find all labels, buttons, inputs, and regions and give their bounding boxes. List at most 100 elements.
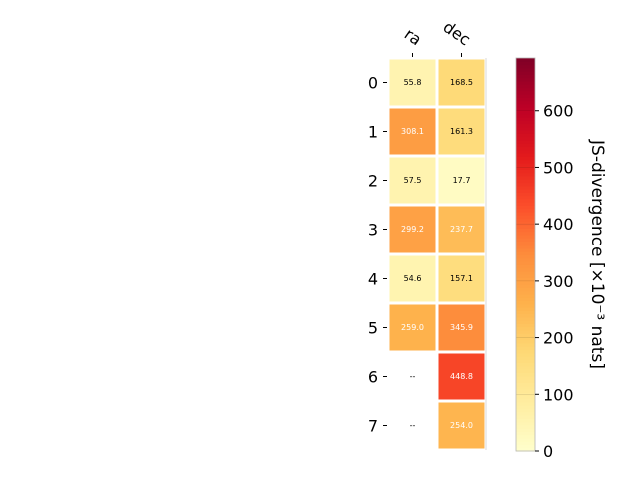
colorbar-segment (516, 208, 535, 213)
cell-value-label: 17.7 (453, 176, 471, 185)
colorbar-segment (516, 283, 535, 288)
colorbar-segment (516, 313, 535, 318)
colorbar-segment (516, 270, 535, 275)
cell-value-label: 237.7 (450, 225, 473, 234)
heatmap-cell (438, 304, 485, 351)
colorbar-tick-label: 600 (543, 102, 574, 121)
colorbar-segment (516, 369, 535, 373)
colorbar-segment (516, 303, 535, 308)
colorbar-segment (516, 405, 535, 410)
heatmap-cells: 55.8 168.5 308.1 161.3 57.5 17.7 299.2 237.7 54.… (389, 58, 487, 450)
colorbar-segment (516, 202, 535, 206)
colorbar-segment (516, 411, 535, 416)
cell-value-label: 345.9 (450, 323, 473, 332)
colorbar-segment (516, 90, 535, 95)
heatmap-cell (389, 157, 436, 204)
colorbar-segment (516, 428, 535, 432)
colorbar-segment (516, 359, 535, 364)
cell-value-label: 259.0 (401, 323, 424, 332)
heatmap-cell (438, 206, 485, 253)
cell-value-label: 168.5 (450, 78, 473, 87)
colorbar-segment (516, 395, 535, 400)
colorbar-segment (516, 123, 535, 128)
cell-value-label: 299.2 (401, 225, 424, 234)
colorbar-segment (516, 261, 535, 265)
row-tick-label: 6 (368, 368, 378, 387)
colorbar-segment (516, 254, 535, 259)
heatmap-cell (438, 353, 485, 400)
row-tick-label: 7 (368, 417, 378, 436)
colorbar-segment (516, 120, 535, 125)
row-tick-label: 1 (368, 123, 378, 142)
colorbar-segment (516, 333, 535, 337)
colorbar-segment (516, 336, 535, 341)
colorbar-segment (516, 431, 535, 436)
colorbar: 0 100 200 300 400 500 600 JS-divergence [×10⁻³ … (515, 57, 607, 461)
colorbar-segment (516, 175, 535, 180)
colorbar-segment (516, 264, 535, 269)
colorbar-segment (516, 385, 535, 390)
cell-value-label: 55.8 (404, 78, 422, 87)
colorbar-segment (516, 323, 535, 328)
row-tick-label: 2 (368, 172, 378, 191)
heatmap-cell (389, 108, 436, 155)
colorbar-segment (516, 274, 535, 279)
cell-value-label: 254.0 (450, 421, 473, 430)
row-tick-label: 3 (368, 221, 378, 240)
cell-value-label: 448.8 (450, 372, 473, 381)
colorbar-segment (516, 107, 535, 111)
colorbar-segment (516, 297, 535, 301)
colorbar-segment (516, 408, 535, 413)
colorbar-segment (516, 80, 535, 85)
colorbar-segment (516, 58, 535, 62)
colorbar-segment (516, 316, 535, 321)
colorbar-tick-label: 0 (543, 442, 553, 461)
heatmap-cell (389, 255, 436, 302)
colorbar-segment (516, 251, 535, 256)
cell-value-label: -- (410, 372, 416, 381)
colorbar-segment (516, 362, 535, 367)
colorbar-segment (516, 352, 535, 357)
colorbar-segment (516, 277, 535, 282)
colorbar-segment (516, 156, 535, 161)
colorbar-segment (516, 346, 535, 351)
colorbar-segment (516, 434, 535, 439)
colorbar-segment (516, 234, 535, 239)
colorbar-segment (516, 444, 535, 449)
colorbar-segment (516, 103, 535, 108)
colorbar-segment (516, 326, 535, 331)
colorbar-segment (516, 228, 535, 233)
cell-value-label: 157.1 (450, 274, 473, 283)
colorbar-segment (516, 113, 535, 118)
colorbar-segment (516, 110, 535, 115)
cell-value-label: 57.5 (404, 176, 422, 185)
colorbar-segment (516, 133, 535, 138)
colorbar-segment (516, 198, 535, 203)
colorbar-segment (516, 172, 535, 177)
column-tick-label: dec (440, 17, 474, 49)
colorbar-segment (516, 221, 535, 226)
colorbar-segment (516, 169, 535, 174)
colorbar-segment (516, 61, 535, 66)
colorbar-segment (516, 414, 535, 419)
colorbar-segment (516, 139, 535, 144)
row-tick-labels: 0 1 2 3 4 5 6 7 (368, 74, 387, 436)
heatmap-cell (389, 402, 436, 449)
heatmap-cell (389, 304, 436, 351)
heatmap-cell (438, 157, 485, 204)
colorbar-segment (516, 84, 535, 89)
colorbar-segment (516, 388, 535, 393)
colorbar-segment (516, 136, 535, 141)
heatmap-cell (389, 59, 436, 106)
colorbar-tick-label: 300 (543, 272, 574, 291)
colorbar-segment (516, 257, 535, 262)
colorbar-segment (516, 162, 535, 167)
heatmap-cell (438, 402, 485, 449)
colorbar-segment (516, 64, 535, 69)
colorbar-segment (516, 146, 535, 151)
colorbar-segment (516, 441, 535, 446)
colorbar-segment (516, 71, 535, 75)
colorbar-segment (516, 195, 535, 200)
cell-value-label: 54.6 (404, 274, 422, 283)
heatmap-cell (438, 255, 485, 302)
